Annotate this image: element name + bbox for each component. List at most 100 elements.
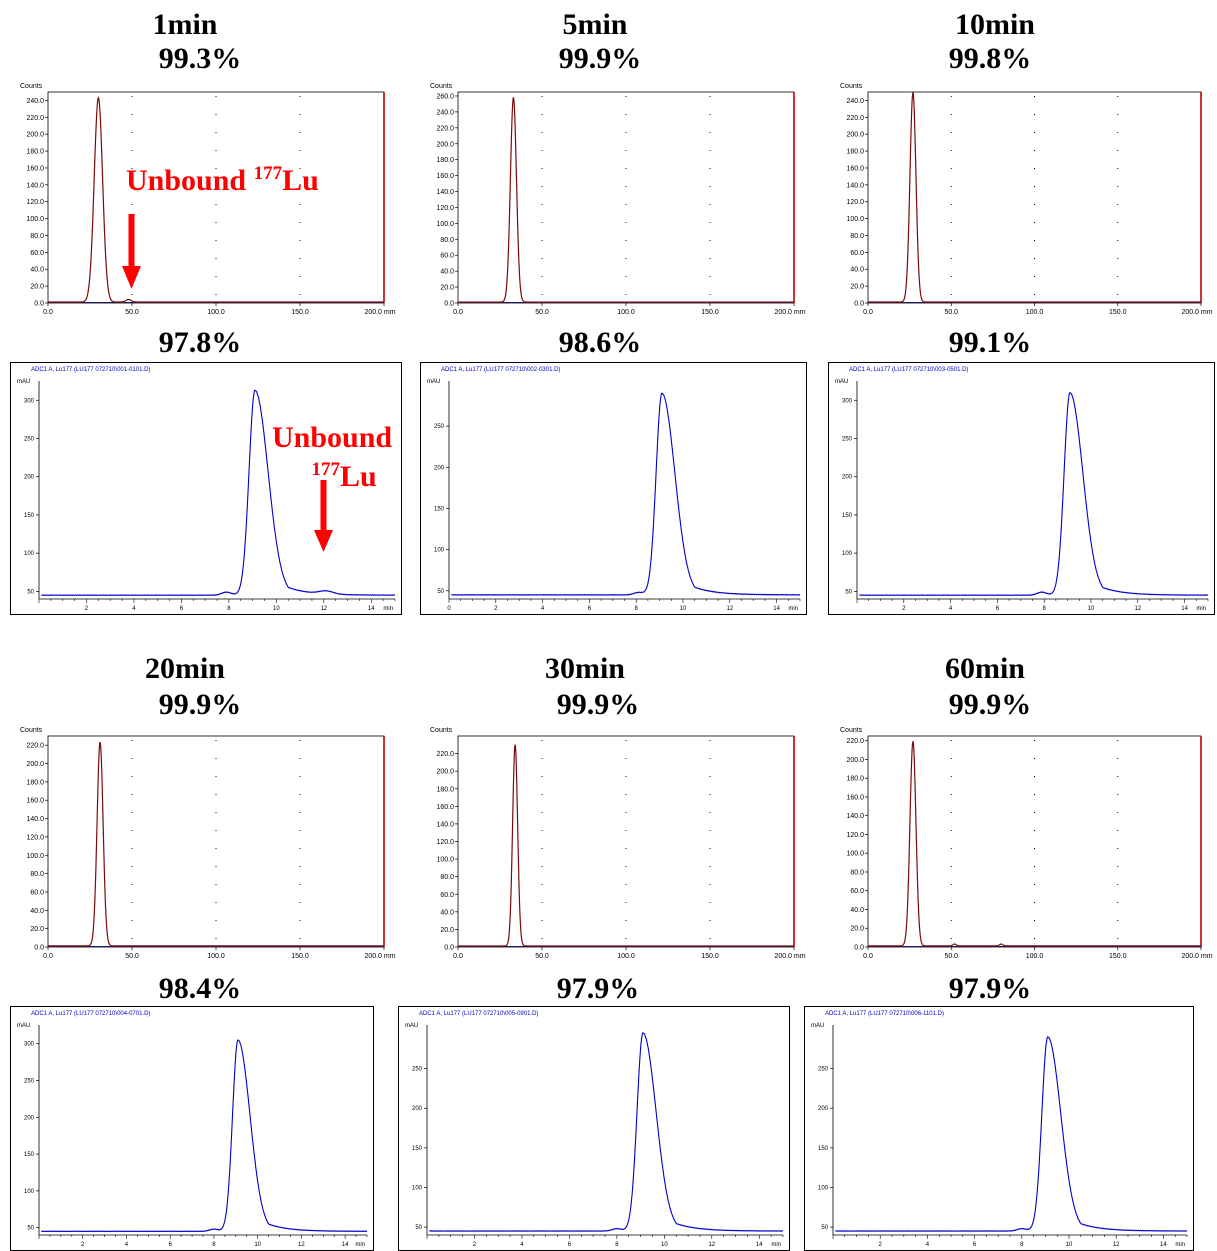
y-tick-label: 250 xyxy=(842,437,853,443)
x-tick-label: 14 xyxy=(1181,606,1188,612)
x-tick-label: 4 xyxy=(949,606,953,612)
x-tick-label: 10 xyxy=(661,1242,668,1248)
tlc-svg-30min: Counts 0.0 20.0 40.0 60.0 80.0 100.0 120.0 140.0… xyxy=(430,727,806,960)
x-tick-label: 4 xyxy=(541,606,545,612)
time-label-20min: 20min xyxy=(144,652,225,685)
y-tick-label: 250 xyxy=(434,424,445,430)
x-tick-label: 150.0 xyxy=(291,953,309,960)
x-tick-label: 200.0 mm xyxy=(1181,309,1212,316)
y-tick-label: 40.0 xyxy=(850,907,864,914)
plot-frame xyxy=(867,91,1202,304)
y-tick-label: 20.0 xyxy=(440,285,454,292)
unbound-arrow-hplc xyxy=(314,480,333,552)
y-tick-label: 0.0 xyxy=(34,945,44,952)
hplc-percent-1min: 97.8% xyxy=(158,326,242,359)
series-line xyxy=(48,742,384,947)
x-tick-label: 8 xyxy=(212,1242,216,1248)
series-line xyxy=(48,96,384,303)
y-tick-label: 180.0 xyxy=(26,779,44,786)
y-tick-label: 140.0 xyxy=(846,182,864,189)
y-tick-label: 180.0 xyxy=(26,149,44,156)
y-tick-label: 180.0 xyxy=(846,149,864,156)
y-tick-label: 100 xyxy=(412,1185,423,1191)
x-tick-label: 100.0 xyxy=(617,309,635,316)
y-tick-label: 60.0 xyxy=(850,250,864,257)
y-tick-label: 240.0 xyxy=(26,98,44,105)
x-tick-label: 2 xyxy=(81,1242,85,1248)
series-line xyxy=(458,97,794,303)
x-tick-label: 6 xyxy=(180,606,184,612)
y-tick-label: 0.0 xyxy=(34,301,44,308)
arrow-shaft-hplc xyxy=(320,480,327,532)
x-tick-label: 12 xyxy=(1134,606,1141,612)
x-tick-label: 10 xyxy=(680,606,687,612)
y-tick-label: 200.0 xyxy=(436,769,454,776)
x-unit-label: min xyxy=(355,1242,365,1248)
x-tick-label: 200.0 mm xyxy=(774,953,805,960)
x-tick-label: 100.0 xyxy=(1026,953,1044,960)
x-tick-label: 50.0 xyxy=(535,309,549,316)
x-tick-label: 2 xyxy=(473,1242,477,1248)
y-tick-label: 20.0 xyxy=(30,926,44,933)
y-tick-label: 140.0 xyxy=(436,189,454,196)
y-tick-label: 300 xyxy=(24,398,35,404)
y-tick-label: 0.0 xyxy=(444,945,454,952)
time-label-10min: 10min xyxy=(954,8,1035,41)
y-tick-label: 120.0 xyxy=(26,199,44,206)
y-axis-label: mAU xyxy=(427,379,440,385)
chart-title: ADC1 A, Lu177 (LU177 072710\001-0101.D) xyxy=(31,367,150,373)
y-tick-label: 200 xyxy=(842,475,853,481)
x-tick-label: 2 xyxy=(85,606,89,612)
y-tick-label: 100.0 xyxy=(436,857,454,864)
y-axis-label: mAU xyxy=(17,1023,30,1029)
y-tick-label: 160.0 xyxy=(846,794,864,801)
tlc-svg-5min: Counts 0.0 20.0 40.0 60.0 80.0 100.0 120.0 140.0… xyxy=(430,83,806,316)
y-tick-label: 50 xyxy=(27,589,34,595)
x-tick-label: 150.0 xyxy=(291,309,309,316)
y-axis-label: mAU xyxy=(835,379,848,385)
y-tick-label: 250 xyxy=(24,1079,35,1085)
x-tick-label: 14 xyxy=(756,1242,763,1248)
y-tick-label: 200 xyxy=(434,465,445,471)
y-tick-label: 40.0 xyxy=(440,269,454,276)
y-tick-label: 140.0 xyxy=(436,821,454,828)
plot-frame xyxy=(457,91,795,304)
hplc-percent-10min: 99.1% xyxy=(948,326,1032,359)
y-tick-label: 80.0 xyxy=(440,237,454,244)
y-tick-label: 250 xyxy=(412,1067,423,1073)
tlc-percent-5min: 99.9% xyxy=(558,42,642,75)
x-tick-label: 50.0 xyxy=(125,309,139,316)
x-tick-label: 8 xyxy=(615,1242,619,1248)
element-symbol-hplc: Lu xyxy=(339,460,377,493)
hplc-svg-60min: ADC1 A, Lu177 (LU177 072710\006-1101.D)m… xyxy=(811,1011,1188,1248)
x-tick-label: 8 xyxy=(227,606,231,612)
hplc-chart-20min: ADC1 A, Lu177 (LU177 072710\004-0701.D) m… xyxy=(10,1006,374,1251)
chart-title: ADC1 A, Lu177 (LU177 072710\003-0501.D) xyxy=(849,367,968,373)
unbound-lu-label-hplc: Unbound 177Lu xyxy=(272,422,392,493)
unbound-label-text: Unbound xyxy=(126,164,254,197)
x-tick-label: 14 xyxy=(368,606,375,612)
y-tick-label: 180.0 xyxy=(846,776,864,783)
x-tick-label: 14 xyxy=(342,1242,349,1248)
x-tick-label: 8 xyxy=(635,606,639,612)
y-tick-label: 20.0 xyxy=(30,284,44,291)
x-tick-label: 150.0 xyxy=(701,953,719,960)
y-tick-label: 100 xyxy=(818,1185,829,1191)
y-tick-label: 100 xyxy=(434,548,445,554)
tlc-chart-30min: Counts 0.0 20.0 40.0 60.0 80.0 100.0 120.0 140.0… xyxy=(410,724,810,969)
y-tick-label: 100.0 xyxy=(26,216,44,223)
x-tick-label: 12 xyxy=(708,1242,715,1248)
x-tick-label: 4 xyxy=(132,606,136,612)
y-tick-label: 40.0 xyxy=(30,267,44,274)
y-tick-label: 200 xyxy=(24,1115,35,1121)
y-tick-label: 120.0 xyxy=(846,199,864,206)
y-axis-label: mAU xyxy=(811,1023,824,1029)
x-unit-label: min xyxy=(771,1242,781,1248)
plot-frame xyxy=(867,735,1202,948)
y-tick-label: 40.0 xyxy=(850,267,864,274)
series-line xyxy=(41,389,396,597)
x-tick-label: 4 xyxy=(926,1242,930,1248)
x-tick-label: 50.0 xyxy=(944,953,958,960)
y-tick-label: 20.0 xyxy=(850,926,864,933)
hplc-chart-1min: ADC1 A, Lu177 (LU177 072710\001-0101.D) m… xyxy=(10,362,402,615)
